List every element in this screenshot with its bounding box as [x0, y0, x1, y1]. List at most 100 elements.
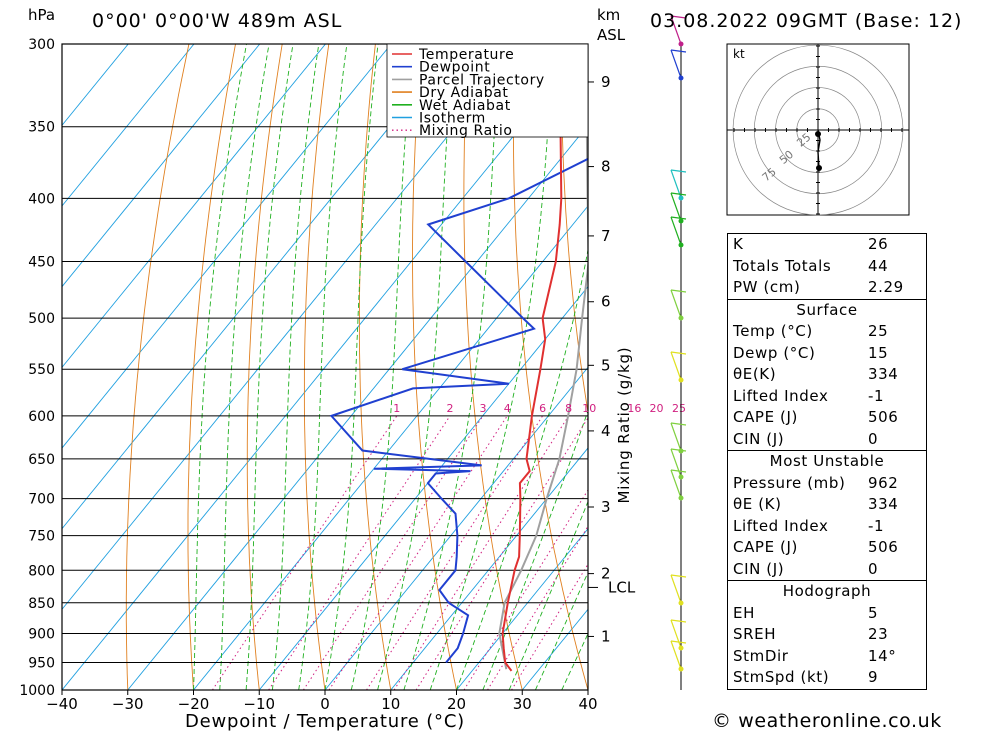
wet-adiabat-line — [219, 44, 270, 690]
isotherm-line — [127, 124, 588, 690]
pressure-tick-label: 800 — [28, 563, 55, 579]
isotherm-line — [62, 44, 261, 288]
wet-adiabat-line — [429, 44, 554, 690]
wind-barb — [670, 169, 682, 199]
index-row: CAPE (J) 506 — [728, 407, 926, 429]
surface-box: Surface Temp (°C) 25 Dewp (°C) 15 θE(K) 334 Lif… — [727, 298, 927, 450]
location-title: 0°00' 0°00'W 489m ASL — [92, 10, 343, 32]
index-row: Lifted Index -1 — [728, 386, 926, 408]
height-tick-label: 2 — [601, 565, 611, 583]
mixing-ratio-label: 3 — [479, 402, 486, 415]
index-section-title: Surface — [796, 300, 858, 319]
datetime-title: 03.08.2022 09GMT (Base: 12) — [650, 10, 963, 32]
km-label: km — [597, 6, 621, 24]
wind-barb — [670, 15, 682, 45]
isotherm-line — [62, 44, 524, 611]
pressure-tick-label: 550 — [28, 362, 55, 378]
index-section-title: Most Unstable — [769, 452, 885, 470]
index-section-title: Hodograph — [782, 582, 872, 600]
index-value: 15 — [868, 343, 889, 362]
wind-barb — [670, 192, 682, 222]
mixing-ratio-label: 16 — [627, 402, 641, 415]
index-row: EH 5 — [728, 603, 926, 625]
height-tick-label: 6 — [601, 293, 611, 311]
mixing-ratio-line — [393, 415, 570, 690]
pressure-tick-label: 500 — [28, 311, 55, 327]
x-tick-label: −10 — [243, 695, 275, 713]
index-value: 14° — [868, 646, 897, 665]
pressure-tick-label: 950 — [28, 655, 55, 671]
wind-barb — [670, 640, 682, 670]
hodograph-unit-label: kt — [733, 47, 745, 61]
x-tick-label: −40 — [46, 695, 78, 713]
index-label: Temp (°C) — [733, 322, 813, 340]
indices-table: K 26 Totals Totals 44 PW (cm) 2.29 Surface Tem… — [727, 233, 927, 690]
isotherm-line — [456, 527, 588, 690]
index-label: Totals Totals — [733, 256, 832, 275]
index-value: 334 — [868, 365, 899, 383]
dewpoint-line — [329, 54, 588, 664]
mixing-ratio-axis-title: Mixing Ratio (g/kg) — [615, 347, 633, 504]
height-tick-label: 9 — [601, 73, 611, 91]
legend-entry: Wet Adiabat — [419, 98, 511, 114]
index-row: Temp (°C) 25 — [728, 321, 926, 343]
x-tick-label: 0 — [320, 695, 330, 713]
dry-adiabat-line — [561, 44, 588, 415]
wind-barb — [670, 469, 682, 499]
wet-adiabat-line — [271, 44, 320, 690]
mixing-ratio-label: 4 — [504, 402, 511, 415]
most-unstable-box: Most Unstable Pressure (mb) 962 θE (K) 334 Li… — [727, 450, 927, 580]
legend-entry: Dry Adiabat — [419, 85, 509, 101]
index-value: 44 — [868, 256, 889, 275]
wind-barb — [670, 216, 682, 246]
credit-link[interactable]: © weatheronline.co.uk — [712, 710, 942, 732]
x-tick-label: −30 — [112, 695, 144, 713]
legend-entry: Isotherm — [419, 111, 486, 127]
index-value: 962 — [868, 473, 899, 492]
wind-barb-flag — [670, 216, 687, 220]
x-axis-title: Dewpoint / Temperature (°C) — [185, 711, 465, 732]
index-label: θE(K) — [733, 365, 777, 383]
temperature-line — [501, 44, 563, 672]
index-row: CAPE (J) 506 — [728, 537, 926, 559]
dry-adiabat-line — [935, 44, 1000, 690]
index-value: 25 — [868, 322, 889, 340]
pressure-tick-label: 450 — [28, 255, 55, 271]
index-row: θE (K) 334 — [728, 494, 926, 516]
index-value: 23 — [868, 625, 889, 643]
mixing-ratio-label: 2 — [447, 402, 454, 415]
dry-adiabat-line — [246, 44, 283, 690]
legend-entry: Temperature — [418, 47, 514, 63]
isotherm-line — [390, 447, 588, 690]
index-label: Lifted Index — [733, 386, 829, 405]
index-label: StmSpd (kt) — [733, 668, 830, 686]
height-tick-label: 5 — [601, 356, 611, 374]
pressure-tick-label: 900 — [28, 626, 55, 642]
wind-barb-flag — [670, 469, 687, 473]
wind-barb-flag — [670, 15, 687, 19]
wet-adiabat-line — [508, 500, 588, 690]
mixing-ratio-label: 10 — [582, 402, 596, 415]
lcl-label: LCL — [608, 578, 636, 596]
index-row: Totals Totals 44 — [728, 256, 926, 278]
isotherm-line — [258, 285, 588, 690]
wind-barb-flag — [670, 640, 687, 644]
wind-barb-flag — [670, 49, 687, 53]
legend-box — [386, 43, 589, 138]
hodograph-box: Hodograph EH 5 SREH 23 StmDir 14° StmSpd (kt) 9 — [727, 580, 927, 690]
pressure-tick-label: 400 — [28, 191, 55, 207]
wind-barb-flag — [670, 351, 687, 355]
index-label: StmDir — [733, 646, 789, 665]
hpa-unit-label: hPa — [28, 6, 56, 24]
storm-motion-dot — [815, 131, 821, 137]
wind-barb — [670, 289, 682, 319]
x-tick-label: −20 — [178, 695, 210, 713]
index-value: -1 — [868, 386, 885, 405]
index-row: θE(K) 334 — [728, 364, 926, 386]
isotherm-line — [62, 44, 195, 207]
wind-barb — [670, 49, 682, 79]
wind-barb-flag — [670, 169, 687, 173]
wet-adiabat-line — [193, 44, 247, 690]
